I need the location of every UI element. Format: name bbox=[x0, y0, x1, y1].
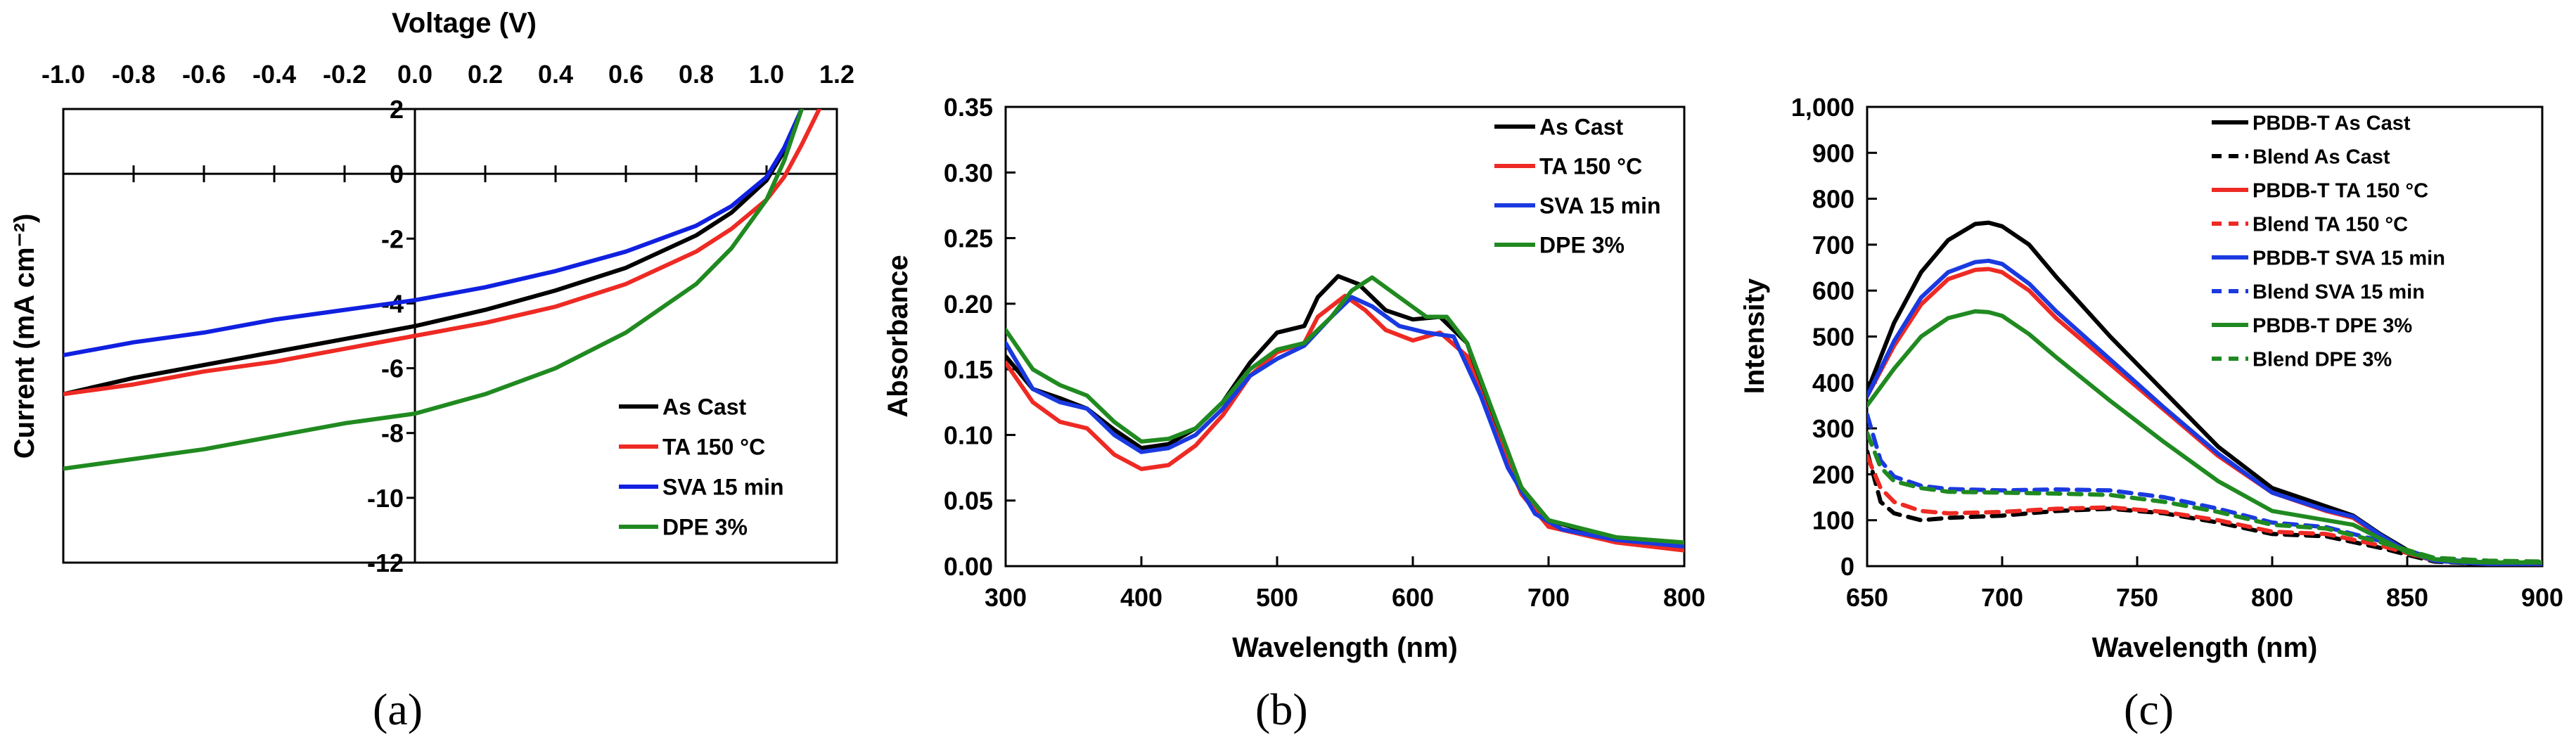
series-line-blend-dpe-3- bbox=[1867, 430, 2542, 564]
y-tick-label: -6 bbox=[381, 354, 404, 383]
y-axis-title: Absorbance bbox=[883, 255, 914, 417]
series-line-pbdb-t-dpe-3- bbox=[1867, 309, 2542, 565]
series-line-as-cast bbox=[1006, 274, 1684, 549]
y-tick-label: 0 bbox=[390, 160, 404, 188]
x-tick-label: -0.2 bbox=[323, 60, 366, 89]
panel-label-a: (a) bbox=[373, 684, 423, 734]
y-tick-label: 0.00 bbox=[944, 552, 993, 581]
x-tick-label: 700 bbox=[1981, 583, 2023, 612]
chart-panel-b: 300 400 500 600 700 800 0.00 0.05 0.10 0.15 0.20 0.… bbox=[883, 93, 1705, 663]
series-line-ta-150-c bbox=[63, 109, 821, 397]
x-tick-label: 700 bbox=[1527, 583, 1570, 612]
legend-label: DPE 3% bbox=[662, 515, 748, 540]
legend-label: Blend DPE 3% bbox=[2253, 348, 2392, 371]
x-axis-title: Wavelength (nm) bbox=[1232, 632, 1458, 663]
y-tick-label: -2 bbox=[381, 224, 404, 253]
x-tick-label: 0.8 bbox=[679, 60, 714, 89]
panel-label-c: (c) bbox=[2124, 684, 2174, 734]
legend-label: TA 150 °C bbox=[1539, 154, 1642, 179]
x-tick-label: 0.4 bbox=[538, 60, 573, 89]
x-tick-label: 1.0 bbox=[749, 60, 784, 89]
y-tick-label: -10 bbox=[367, 484, 404, 513]
legend-label: PBDB-T SVA 15 min bbox=[2253, 247, 2445, 269]
legend-label: PBDB-T As Cast bbox=[2253, 112, 2411, 134]
series-line-as-cast bbox=[63, 109, 804, 397]
x-tick-label: 1.2 bbox=[819, 60, 854, 89]
y-tick-label: -12 bbox=[367, 549, 404, 577]
series-line-dpe-3- bbox=[1006, 275, 1684, 545]
x-tick-label: 900 bbox=[2521, 583, 2563, 612]
x-tick-label: -1.0 bbox=[41, 60, 85, 89]
plot-frame bbox=[62, 108, 838, 564]
y-tick-label: 700 bbox=[1812, 231, 1854, 260]
series-line-dpe-3- bbox=[63, 109, 804, 471]
y-tick-label: -8 bbox=[381, 419, 404, 448]
y-tick-label: 0.05 bbox=[944, 487, 993, 516]
x-tick-label: 0.6 bbox=[608, 60, 643, 89]
legend-label: Blend As Cast bbox=[2253, 146, 2390, 168]
y-axis-title: Intensity bbox=[1739, 278, 1770, 394]
legend-label: PBDB-T TA 150 °C bbox=[2253, 179, 2428, 202]
x-tick-label: 0.0 bbox=[397, 60, 432, 89]
y-tick-label: 0.35 bbox=[944, 93, 993, 122]
y-axis-title: Current (mA cm⁻²) bbox=[9, 214, 40, 459]
panel-label-b: (b) bbox=[1255, 684, 1308, 734]
x-tick-label: -0.6 bbox=[182, 60, 226, 89]
x-tick-label: -0.8 bbox=[112, 60, 155, 89]
y-tick-label: 200 bbox=[1812, 460, 1854, 489]
legend-label: SVA 15 min bbox=[662, 475, 784, 500]
y-tick-label: 400 bbox=[1812, 369, 1854, 397]
y-tick-label: 0.15 bbox=[944, 355, 993, 384]
series-line-blend-sva-15-min bbox=[1867, 412, 2542, 566]
x-tick-label: 750 bbox=[2116, 583, 2158, 612]
legend-label: TA 150 °C bbox=[662, 435, 765, 460]
x-tick-label: 650 bbox=[1846, 583, 1888, 612]
x-tick-label: 600 bbox=[1392, 583, 1434, 612]
legend-label: SVA 15 min bbox=[1539, 193, 1661, 219]
y-tick-label: 0 bbox=[1840, 552, 1854, 581]
x-axis-title: Voltage (V) bbox=[392, 8, 537, 39]
x-axis-title: Wavelength (nm) bbox=[2092, 632, 2318, 663]
x-tick-label: 850 bbox=[2386, 583, 2428, 612]
legend-label: Blend TA 150 °C bbox=[2253, 213, 2408, 236]
y-tick-label: 100 bbox=[1812, 506, 1854, 535]
plot-frame bbox=[1004, 105, 1686, 568]
y-tick-label: 2 bbox=[390, 95, 404, 124]
x-tick-label: 400 bbox=[1120, 583, 1162, 612]
y-tick-label: 300 bbox=[1812, 414, 1854, 443]
legend-label: Blend SVA 15 min bbox=[2253, 281, 2425, 303]
legend-label: DPE 3% bbox=[1539, 233, 1625, 258]
y-tick-label: 500 bbox=[1812, 323, 1854, 352]
legend-label: As Cast bbox=[662, 395, 747, 420]
x-tick-label: -0.4 bbox=[252, 60, 296, 89]
y-tick-label: 1,000 bbox=[1791, 93, 1854, 122]
chart-panel-a: -1.0 -0.8 -0.6 -0.4 -0.2 0.0 0.2 0.4 0.6 0.8 1.0 1.… bbox=[9, 8, 854, 577]
series-line-sva-15-min bbox=[63, 109, 804, 358]
x-tick-label: 800 bbox=[2251, 583, 2293, 612]
x-tick-label: 0.2 bbox=[468, 60, 503, 89]
y-tick-label: 900 bbox=[1812, 139, 1854, 167]
legend-label: PBDB-T DPE 3% bbox=[2253, 314, 2412, 337]
chart-panel-c: 650 700 750 800 850 900 0 100 200 300 400 500 600 700… bbox=[1739, 93, 2563, 663]
x-tick-label: 800 bbox=[1663, 583, 1705, 612]
y-tick-label: 0.20 bbox=[944, 290, 993, 319]
y-tick-label: 600 bbox=[1812, 276, 1854, 305]
x-tick-label: 300 bbox=[985, 583, 1027, 612]
y-tick-label: 0.25 bbox=[944, 224, 993, 253]
y-tick-label: 800 bbox=[1812, 185, 1854, 214]
y-tick-label: 0.30 bbox=[944, 158, 993, 187]
legend-label: As Cast bbox=[1539, 115, 1624, 140]
y-tick-label: 0.10 bbox=[944, 421, 993, 449]
plot-frame bbox=[1866, 105, 2544, 568]
x-tick-label: 500 bbox=[1256, 583, 1298, 612]
